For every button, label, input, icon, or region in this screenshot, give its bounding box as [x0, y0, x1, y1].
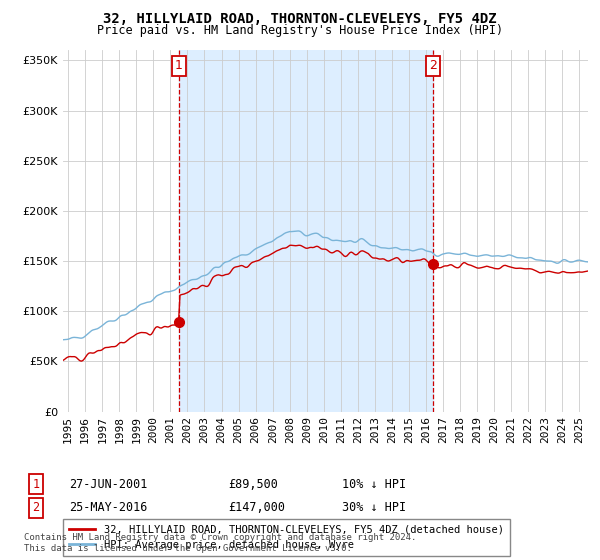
Text: £89,500: £89,500 [228, 478, 278, 491]
Text: 25-MAY-2016: 25-MAY-2016 [69, 501, 148, 515]
Text: 10% ↓ HPI: 10% ↓ HPI [342, 478, 406, 491]
Text: £147,000: £147,000 [228, 501, 285, 515]
Bar [179, 50, 433, 412]
Text: 30% ↓ HPI: 30% ↓ HPI [342, 501, 406, 515]
Text: 2: 2 [32, 501, 40, 515]
Text: Price paid vs. HM Land Registry's House Price Index (HPI): Price paid vs. HM Land Registry's House … [97, 24, 503, 36]
Text: 32, HILLYLAID ROAD, THORNTON-CLEVELEYS, FY5 4DZ: 32, HILLYLAID ROAD, THORNTON-CLEVELEYS, … [103, 12, 497, 26]
Text: 2: 2 [429, 59, 437, 72]
Text: 1: 1 [32, 478, 40, 491]
Text: 1: 1 [175, 59, 182, 72]
Text: 27-JUN-2001: 27-JUN-2001 [69, 478, 148, 491]
Legend: 32, HILLYLAID ROAD, THORNTON-CLEVELEYS, FY5 4DZ (detached house), HPI: Average p: 32, HILLYLAID ROAD, THORNTON-CLEVELEYS, … [63, 519, 510, 556]
Text: Contains HM Land Registry data © Crown copyright and database right 2024.
This d: Contains HM Land Registry data © Crown c… [24, 533, 416, 553]
